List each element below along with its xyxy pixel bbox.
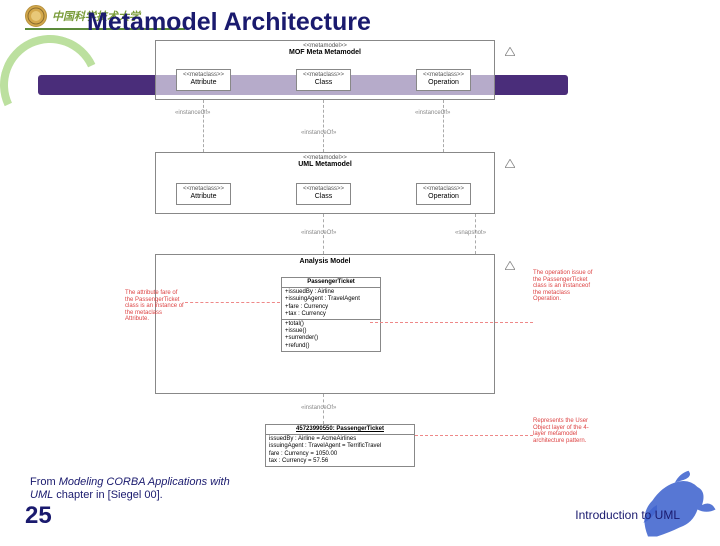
university-seal-icon	[25, 5, 47, 27]
annot-line	[185, 302, 280, 303]
class-operations: +total() +issue() +surrender() +refund()	[282, 320, 380, 351]
m3-generalization-icon	[505, 43, 515, 52]
instanceof-label: «instanceOf»	[175, 110, 210, 116]
right-top-annotation: The operation issue of the PassengerTick…	[533, 270, 593, 303]
class-attributes: +issuedBy : Airline +issuingAgent : Trav…	[282, 288, 380, 320]
dash-line-v	[203, 100, 204, 152]
left-annotation: The attribute fare of the PassengerTicke…	[125, 290, 185, 323]
object-slots: issuedBy : Airline = AcmeAirlines issuin…	[266, 435, 414, 466]
m1-title: Analysis Model	[156, 255, 494, 265]
m2-class-box: <<metaclass>> Class	[296, 183, 351, 205]
passenger-ticket-class: PassengerTicket +issuedBy : Airline +iss…	[281, 277, 381, 352]
instanceof-label: «instanceOf»	[301, 230, 336, 236]
m3-layer-box: <<metamodel>> MOF Meta Metamodel <<metac…	[155, 40, 495, 100]
m1-layer-box: Analysis Model PassengerTicket +issuedBy…	[155, 254, 495, 394]
right-bottom-annotation: Represents the User Object layer of the …	[533, 418, 593, 444]
m3-attribute-box: <<metaclass>> Attribute	[176, 69, 231, 91]
m2-operation-box: <<metaclass>> Operation	[416, 183, 471, 205]
dash-line-v	[323, 100, 324, 152]
slide-number: 25	[25, 502, 52, 530]
instanceof-label: «instanceOf»	[301, 405, 336, 411]
annot-line	[415, 435, 533, 436]
annot-line	[370, 322, 533, 323]
slide-title: Metamodel Architecture	[87, 8, 371, 37]
object-name: 45723990550: PassengerTicket	[266, 425, 414, 435]
dragon-icon	[630, 460, 720, 540]
class-name: PassengerTicket	[282, 278, 380, 288]
m2-attribute-box: <<metaclass>> Attribute	[176, 183, 231, 205]
m3-operation-box: <<metaclass>> Operation	[416, 69, 471, 91]
citation-suffix: chapter in [Siegel 00].	[53, 489, 162, 501]
m3-class-box: <<metaclass>> Class	[296, 69, 351, 91]
instanceof-label: «instanceOf»	[415, 110, 450, 116]
footer-text: Introduction to UML	[575, 508, 680, 522]
m2-layer-box: <<metamodel>> UML Metamodel <<metaclass>…	[155, 152, 495, 214]
m1-generalization-icon	[505, 257, 515, 266]
instanceof-label: «instanceOf»	[301, 130, 336, 136]
citation: From Modeling CORBA Applications with UM…	[30, 476, 230, 502]
dash-line-v	[443, 100, 444, 152]
m2-generalization-icon	[505, 155, 515, 164]
metamodel-diagram: <<metamodel>> MOF Meta Metamodel <<metac…	[145, 40, 665, 500]
snapshot-label: «snapshot»	[455, 230, 486, 236]
passenger-ticket-object: 45723990550: PassengerTicket issuedBy : …	[265, 424, 415, 467]
m3-title: MOF Meta Metamodel	[156, 49, 494, 56]
citation-prefix: From	[30, 476, 59, 488]
m2-title: UML Metamodel	[156, 161, 494, 168]
